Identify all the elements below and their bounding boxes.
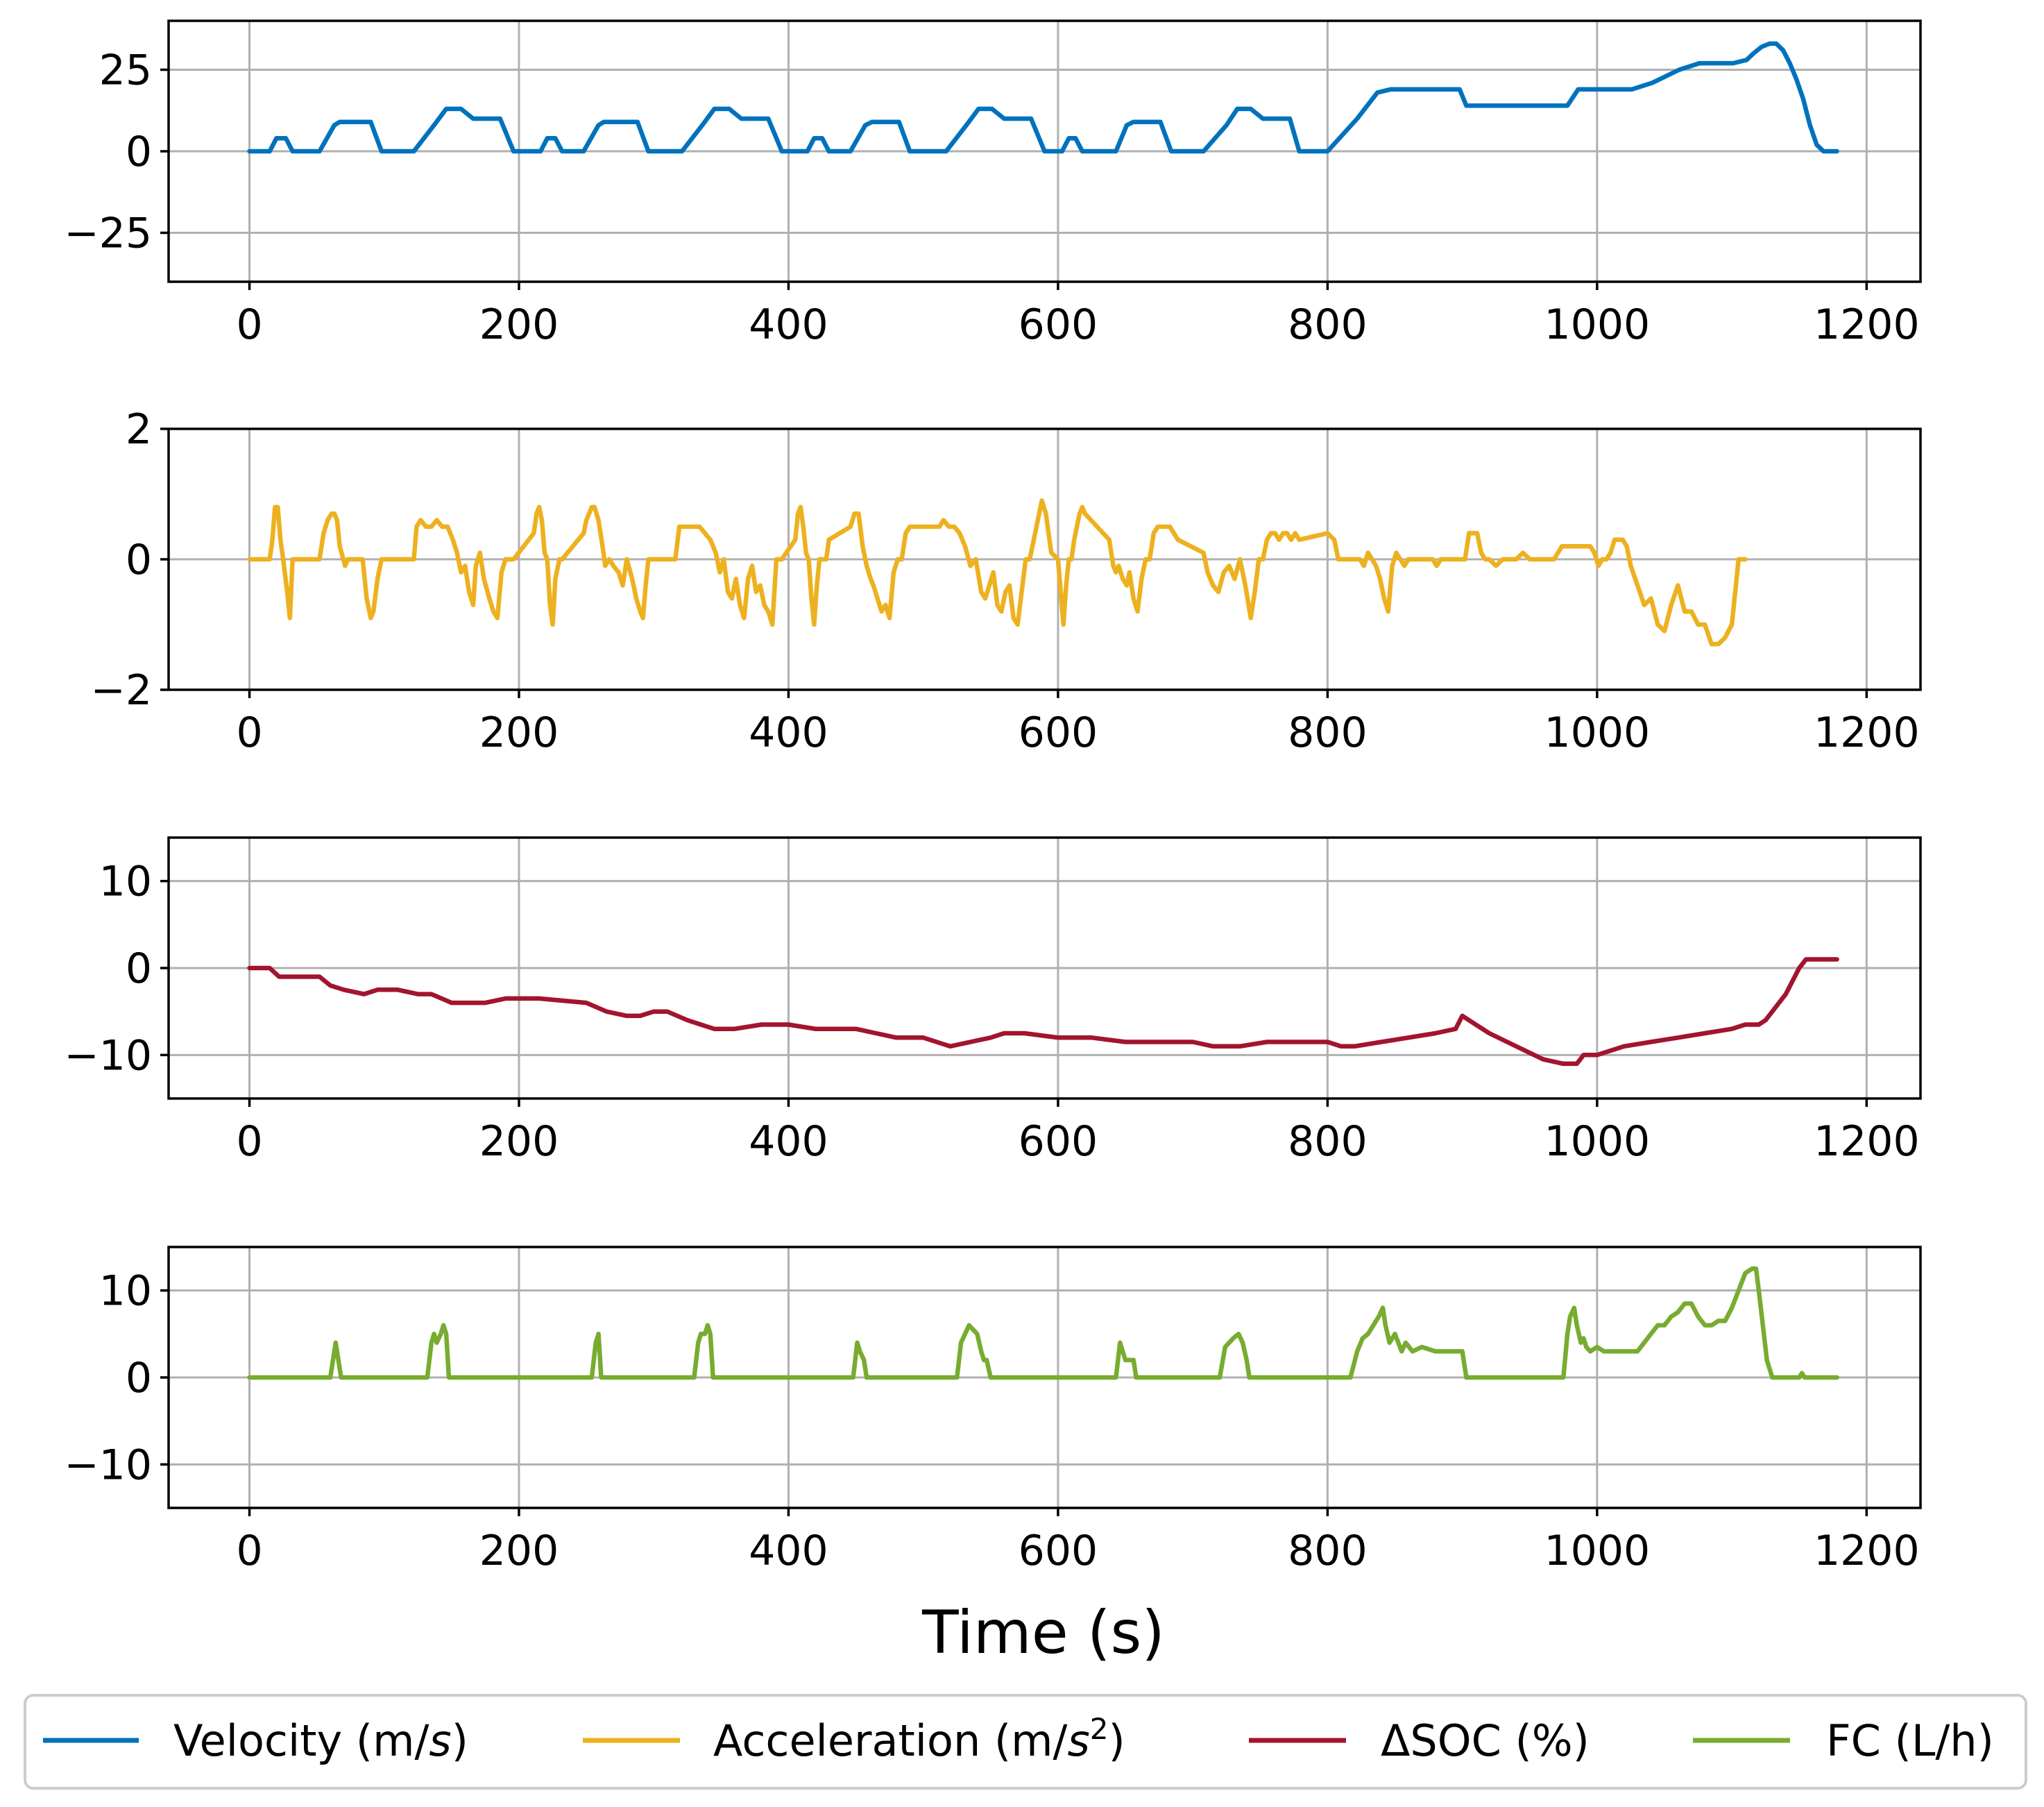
velocity-series-line — [247, 41, 1839, 154]
acceleration-ytick-label-0: −2 — [91, 666, 152, 715]
acceleration-xtick-label-2: 400 — [749, 709, 828, 757]
fc-xtick-label-4: 800 — [1288, 1527, 1368, 1575]
velocity-ytick-label-1: 0 — [126, 128, 152, 176]
delta-soc-ytick-label-1: 0 — [126, 944, 152, 993]
delta-soc-ytick-label-0: −10 — [64, 1031, 152, 1080]
velocity-xtick-label-2: 400 — [749, 300, 828, 349]
legend-fc-label: FC (L/h) — [1826, 1715, 1994, 1766]
fc-ytick-label-2: 10 — [99, 1267, 152, 1316]
acceleration-xtick-label-4: 800 — [1288, 709, 1368, 757]
velocity-xtick-label-6: 1200 — [1814, 300, 1920, 349]
acceleration-ytick-label-2: 2 — [126, 405, 152, 454]
acceleration-ytick-label-1: 0 — [126, 536, 152, 584]
acceleration-xtick-label-5: 1000 — [1544, 709, 1650, 757]
fc-xtick-label-2: 400 — [749, 1527, 828, 1575]
acceleration-xtick-label-3: 600 — [1019, 709, 1098, 757]
acceleration-xtick-label-1: 200 — [479, 709, 559, 757]
delta-soc-ytick-label-2: 10 — [99, 858, 152, 906]
velocity-xtick-label-5: 1000 — [1544, 300, 1650, 349]
legend-delta-soc-label: ΔSOC (%) — [1381, 1715, 1590, 1766]
delta-soc-series-line — [247, 957, 1839, 1067]
fc-ytick-label-1: 0 — [126, 1354, 152, 1402]
legend-frame — [24, 1694, 2027, 1790]
fc-xtick-label-5: 1000 — [1544, 1527, 1650, 1575]
x-axis-label: Time (s) — [921, 1598, 1165, 1668]
legend-velocity-label: Velocity (m/s) — [173, 1715, 468, 1766]
fc-xtick-label-3: 600 — [1019, 1527, 1098, 1575]
velocity-xtick-label-1: 200 — [479, 300, 559, 349]
acceleration-panel: 0 200 400 600 800 1000 1200 −2 0 2 — [91, 405, 1922, 757]
velocity-xtick-label-4: 800 — [1288, 300, 1368, 349]
velocity-ytick-label-2: 25 — [99, 46, 152, 95]
delta-soc-xtick-label-3: 600 — [1019, 1117, 1098, 1166]
delta-soc-xtick-label-5: 1000 — [1544, 1117, 1650, 1166]
legend-acceleration-label: Acceleration (m/s2) — [713, 1712, 1125, 1766]
delta-soc-xtick-label-0: 0 — [236, 1117, 262, 1166]
fc-series-line — [247, 1266, 1839, 1380]
delta-soc-xtick-label-2: 400 — [749, 1117, 828, 1166]
velocity-panel: 0 200 400 600 800 1000 1200 −25 0 25 — [64, 19, 1922, 349]
fc-xtick-label-1: 200 — [479, 1527, 559, 1575]
legend: Velocity (m/s) Acceleration (m/s2) ΔSOC … — [24, 1694, 2027, 1790]
delta-soc-xtick-label-1: 200 — [479, 1117, 559, 1166]
delta-soc-xtick-label-4: 800 — [1288, 1117, 1368, 1166]
fc-xtick-label-0: 0 — [236, 1527, 262, 1575]
velocity-xtick-label-3: 600 — [1019, 300, 1098, 349]
fc-ytick-label-0: −10 — [64, 1441, 152, 1489]
delta-soc-xtick-label-6: 1200 — [1814, 1117, 1920, 1166]
fc-xtick-label-6: 1200 — [1814, 1527, 1920, 1575]
acceleration-series-line — [247, 498, 1748, 647]
fc-panel: 0 200 400 600 800 1000 1200 −10 0 10 — [64, 1246, 1922, 1575]
velocity-ytick-label-0: −25 — [64, 210, 152, 258]
velocity-xtick-label-0: 0 — [236, 300, 262, 349]
delta-soc-panel: 0 200 400 600 800 1000 1200 −10 0 10 — [64, 836, 1922, 1166]
acceleration-xtick-label-0: 0 — [236, 709, 262, 757]
acceleration-xtick-label-6: 1200 — [1814, 709, 1920, 757]
